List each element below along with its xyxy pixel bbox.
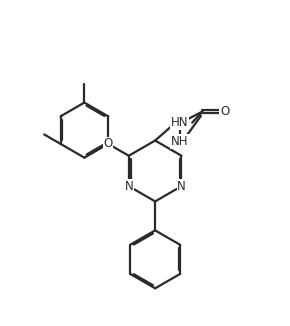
Text: N: N [124, 180, 133, 193]
Text: NH: NH [171, 135, 188, 148]
Text: HN: HN [171, 116, 188, 129]
Text: O: O [104, 137, 113, 150]
Text: O: O [220, 105, 229, 118]
Text: N: N [177, 180, 186, 193]
